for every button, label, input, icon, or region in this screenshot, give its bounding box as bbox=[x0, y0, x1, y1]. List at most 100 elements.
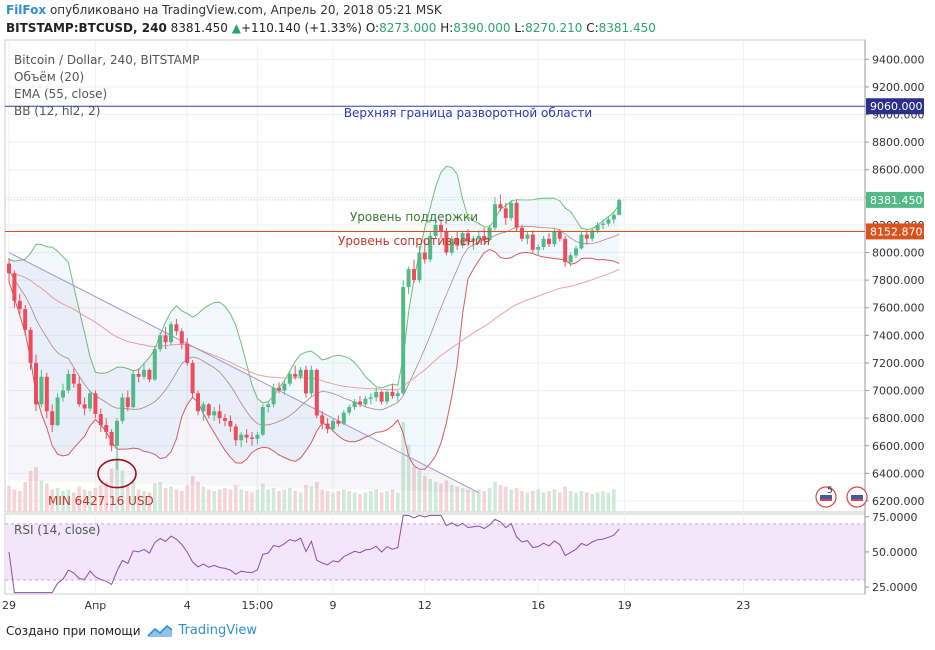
candle-body bbox=[471, 238, 476, 242]
candle-body bbox=[266, 404, 271, 408]
upper-zone-price-label: 9060.000 bbox=[870, 100, 923, 113]
volume-bar bbox=[131, 482, 135, 512]
volume-bar bbox=[126, 485, 130, 512]
candle-body bbox=[547, 238, 551, 245]
rsi-band bbox=[5, 523, 865, 580]
volume-bar bbox=[509, 489, 513, 512]
candle-body bbox=[88, 393, 92, 409]
volume-bar bbox=[288, 488, 292, 512]
flag-stripe bbox=[820, 495, 832, 501]
candle-body bbox=[541, 238, 546, 248]
candle-body bbox=[520, 227, 524, 239]
volume-bar bbox=[12, 489, 17, 512]
candle-body bbox=[50, 411, 55, 426]
candle-body bbox=[206, 404, 211, 416]
volume-bar bbox=[374, 489, 378, 512]
volume-bar bbox=[563, 486, 567, 512]
candle-body bbox=[233, 426, 238, 441]
published-text: опубликовано на TradingView.com, Апрель … bbox=[49, 3, 442, 17]
trend-line bbox=[8, 252, 480, 494]
candle-body bbox=[260, 407, 265, 435]
volume-bar bbox=[109, 468, 114, 512]
volume-bar bbox=[136, 489, 141, 512]
legend-volume[interactable]: Объём (20) bbox=[14, 70, 85, 84]
support-label: Уровень поддержки bbox=[350, 210, 478, 224]
price-pane bbox=[4, 39, 866, 513]
candle-body bbox=[509, 202, 514, 219]
candle-body bbox=[61, 390, 65, 398]
candle-body bbox=[379, 391, 384, 402]
legend-bb[interactable]: BB (12, hl2, 2) bbox=[14, 104, 101, 118]
volume-bar bbox=[309, 486, 314, 512]
flag-stripe bbox=[851, 495, 863, 501]
volume-bar bbox=[239, 489, 243, 512]
price-tick-label: 6800.000 bbox=[872, 412, 925, 425]
footer: Создано при помощи TradingView bbox=[6, 623, 257, 638]
volume-bar bbox=[417, 470, 422, 512]
volume-bar bbox=[77, 486, 81, 512]
volume-bar bbox=[331, 492, 335, 512]
candle-body bbox=[617, 199, 622, 215]
volume-bar bbox=[261, 483, 265, 512]
high-label: H: bbox=[440, 21, 454, 35]
volume-bar bbox=[396, 492, 400, 512]
high-value: 8390.000 bbox=[453, 21, 511, 35]
candle-body bbox=[439, 224, 443, 232]
candle-body bbox=[352, 401, 357, 408]
price-tick-label: 9400.000 bbox=[872, 53, 925, 66]
candle-body bbox=[487, 227, 492, 241]
candle-body bbox=[368, 397, 373, 399]
time-tick-label: 12 bbox=[418, 599, 432, 612]
volume-bar bbox=[174, 489, 179, 512]
volume-bar bbox=[61, 491, 65, 512]
volume-bar bbox=[147, 492, 152, 512]
candle-body bbox=[98, 414, 103, 426]
volume-bar bbox=[250, 492, 254, 512]
candle-body bbox=[590, 230, 595, 239]
volume-bar bbox=[363, 492, 368, 512]
price-tick-label: 6200.000 bbox=[872, 495, 925, 508]
chart-canvas[interactable]: 6200.000 6400.000 6600.000 6800.000 7000.000… bbox=[0, 0, 935, 620]
volume-bar bbox=[39, 480, 44, 512]
flag-stripe bbox=[820, 499, 832, 501]
candle-body bbox=[190, 362, 195, 394]
candle-body bbox=[115, 420, 119, 446]
candle-body bbox=[390, 391, 395, 397]
candle-body bbox=[433, 224, 438, 236]
candle-body bbox=[28, 329, 33, 363]
candle-body bbox=[304, 369, 308, 394]
rsi-tick-label: 50.0000 bbox=[872, 546, 918, 559]
volume-bar bbox=[347, 491, 351, 512]
volume-bar bbox=[477, 489, 481, 512]
legend-ema[interactable]: EMA (55, close) bbox=[14, 87, 108, 101]
volume-bar bbox=[55, 488, 60, 512]
candle-body bbox=[34, 362, 38, 405]
resistance-price-label: 8152.870 bbox=[870, 225, 923, 238]
low-value: 8270.210 bbox=[525, 21, 583, 35]
volume-bar bbox=[315, 482, 319, 512]
candle-body bbox=[428, 235, 433, 260]
legend-rsi[interactable]: RSI (14, close) bbox=[14, 523, 101, 537]
volume-bar bbox=[18, 491, 22, 512]
candle-body bbox=[277, 387, 281, 391]
tradingview-link[interactable]: TradingView bbox=[178, 623, 258, 638]
volume-bar bbox=[385, 491, 389, 512]
min-circle bbox=[97, 458, 137, 489]
candle-body bbox=[412, 269, 416, 281]
time-tick-label: Апр bbox=[85, 599, 107, 612]
author-link[interactable]: FilFox bbox=[6, 3, 47, 17]
volume-bar bbox=[390, 489, 395, 512]
volume-bar bbox=[612, 489, 616, 512]
volume-bar bbox=[293, 491, 297, 512]
candle-body bbox=[131, 373, 136, 408]
candle-body bbox=[244, 434, 249, 438]
volume-bar bbox=[212, 491, 216, 512]
candle-body bbox=[563, 238, 568, 263]
volume-bar bbox=[352, 492, 357, 512]
volume-bar bbox=[320, 489, 324, 512]
candle-body bbox=[525, 234, 530, 239]
candle-body bbox=[293, 373, 298, 377]
candle-body bbox=[579, 234, 584, 249]
candle-body bbox=[552, 231, 557, 245]
volume-bar bbox=[428, 479, 432, 512]
